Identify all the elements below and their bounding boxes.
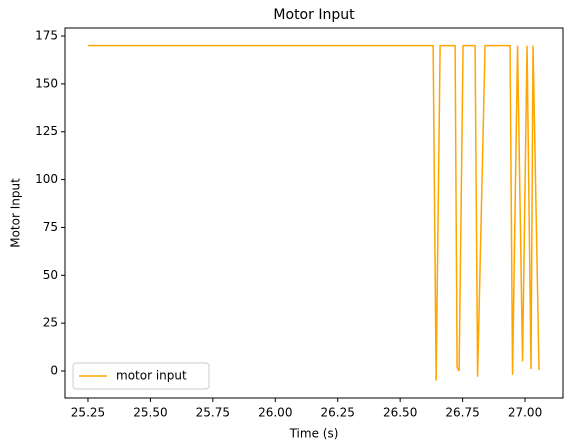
legend-label: motor input [116,369,187,383]
plot-frame [64,27,564,399]
x-tick-label: 25.75 [196,406,230,420]
y-tick-label: 150 [35,76,58,90]
y-tick-label: 75 [43,220,58,234]
y-tick-label: 0 [50,364,58,378]
data-line [87,44,540,381]
x-tick-label: 26.75 [445,406,479,420]
x-axis-label: Time (s) [289,427,339,441]
x-tick-label: 25.50 [133,406,167,420]
y-tick-label: 100 [35,172,58,186]
y-tick-label: 50 [43,268,58,282]
x-tick-label: 26.50 [383,406,417,420]
y-tick-label: 175 [35,29,58,43]
chart-title: Motor Input [273,7,355,23]
y-tick-label: 125 [35,124,58,138]
legend-box [72,362,210,390]
legend: motor input [72,362,210,390]
x-tick-label: 25.25 [71,406,105,420]
x-tick-label: 27.00 [508,406,542,420]
x-tick-label: 26.00 [258,406,292,420]
x-tick-label: 26.25 [321,406,355,420]
y-tick-label: 25 [43,316,58,330]
y-axis-label: Motor Input [9,178,23,248]
